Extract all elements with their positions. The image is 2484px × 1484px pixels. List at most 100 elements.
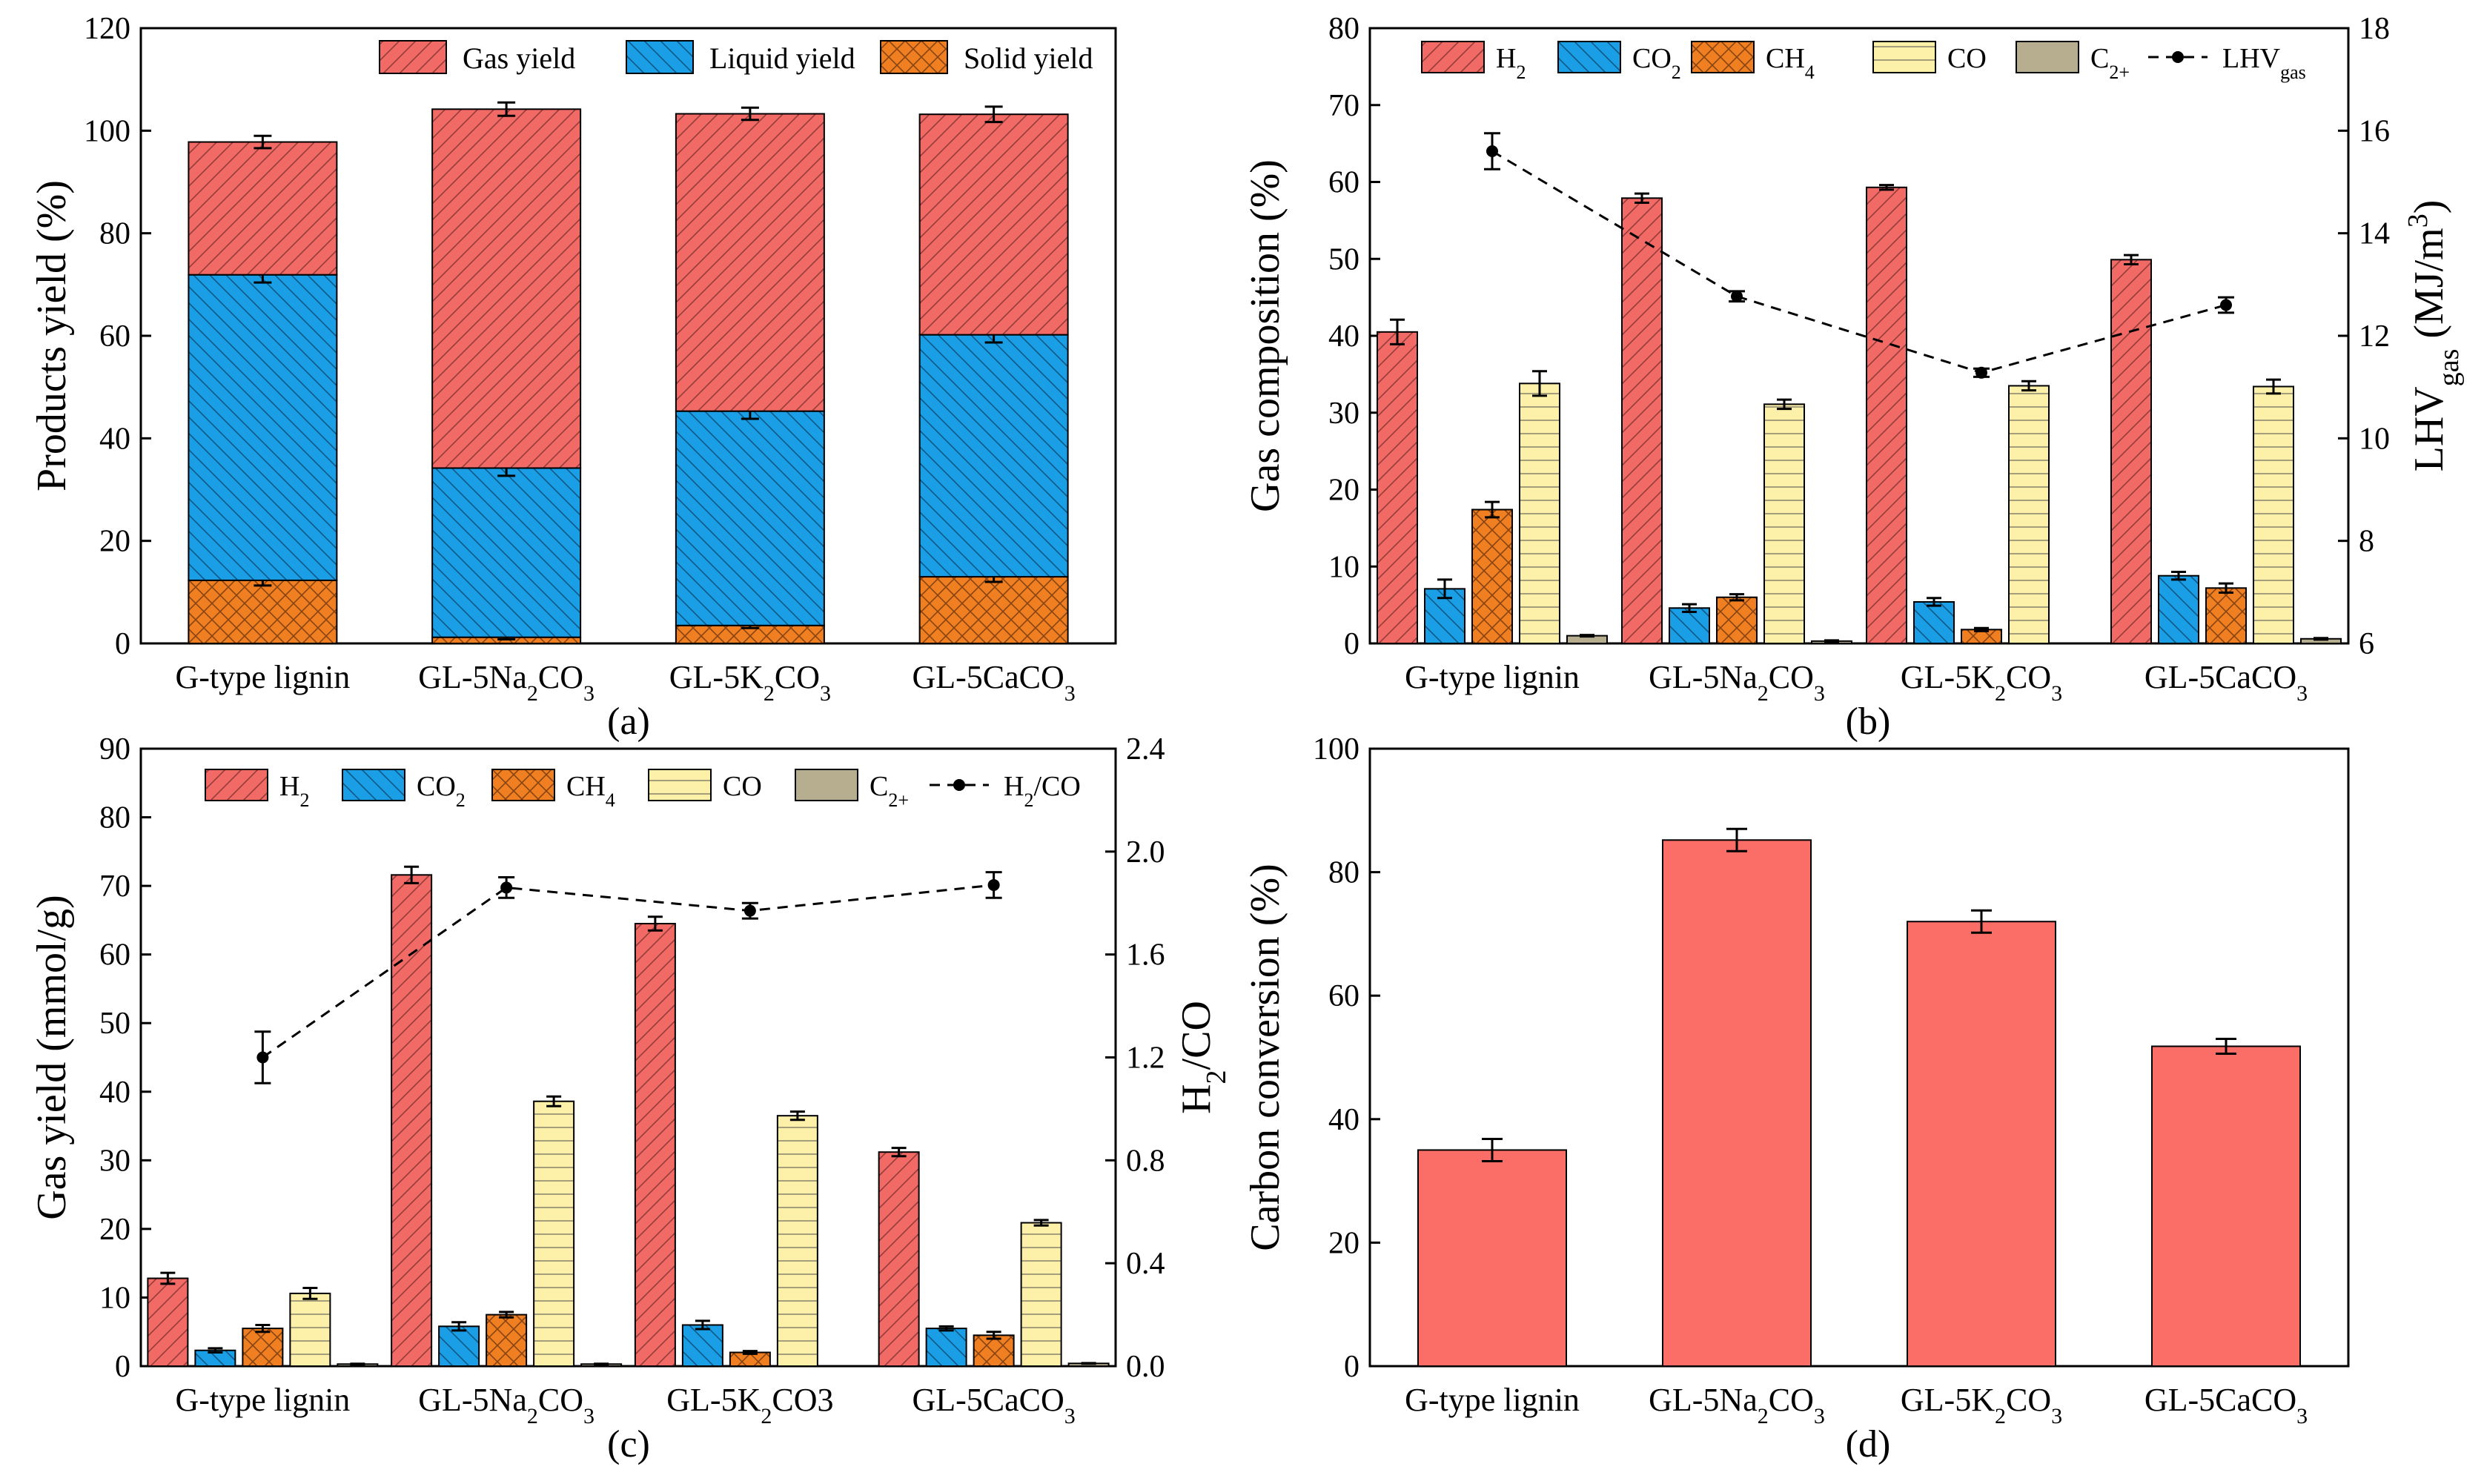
legend-label: CO	[1947, 43, 1987, 74]
legend-swatch-outline	[1557, 41, 1621, 73]
y-tick-label: 50	[99, 1007, 130, 1041]
x-tick-label: G-type lignin	[175, 1382, 350, 1418]
bar-liquid-yield-hatch	[432, 468, 581, 637]
y-axis-title: Gas composition (%)	[1242, 159, 1288, 512]
bar-co2-hatch	[682, 1325, 723, 1366]
y-tick-label: 60	[99, 938, 130, 973]
legend-label: Liquid yield	[709, 42, 855, 75]
legend-swatch-hatch	[649, 769, 711, 801]
legend-swatch	[2016, 42, 2079, 73]
line-point	[500, 881, 513, 894]
bar-c2+	[2301, 638, 2341, 643]
bar-co-hatch	[534, 1101, 574, 1366]
y2-tick-label: 6	[2359, 627, 2374, 661]
caption: (a)	[607, 700, 650, 743]
y-tick-label: 80	[99, 217, 130, 251]
y2-tick-label: 18	[2359, 12, 2390, 46]
legend-label: CO	[723, 771, 762, 802]
y-tick-label: 10	[99, 1281, 130, 1315]
x-tick-label: G-type lignin	[175, 659, 350, 695]
y-tick-label: 120	[84, 12, 130, 46]
bar-liquid-yield-hatch	[188, 274, 337, 580]
bar-carbon-conversion	[1418, 1150, 1566, 1366]
bar-co-hatch	[2253, 386, 2293, 643]
legend-swatch-outline	[205, 769, 268, 801]
bar-h2-hatch	[1622, 198, 1662, 644]
chart-d: 0 20 40 60 80 100 G-type lignin GL-5Na2CO3 GL-5K…	[1242, 732, 2350, 1465]
x-tick-label: GL-5K2CO3	[666, 1382, 833, 1428]
bar-ch4-hatch	[242, 1328, 283, 1366]
series-line	[262, 884, 994, 1059]
bar-co2-hatch	[926, 1328, 967, 1366]
legend-swatch-outline	[626, 40, 694, 74]
bar-co-hatch	[1764, 404, 1804, 643]
bar-carbon-conversion	[1907, 921, 2056, 1366]
bar-carbon-conversion	[1663, 840, 1811, 1366]
y2-tick-label: 1.2	[1126, 1041, 1165, 1076]
legend-swatch-hatch	[626, 41, 693, 73]
chart-a: 0 20 40 60 80 100 120 G-type lignin GL-5Na2CO3 GL…	[29, 12, 1117, 743]
bar-liquid-yield-hatch	[919, 334, 1068, 577]
legend-swatch-outline	[795, 769, 858, 801]
y2-tick-label: 8	[2359, 525, 2374, 559]
y-tick-label: 100	[84, 114, 130, 148]
x-tick-label: G-type lignin	[1405, 1382, 1580, 1418]
legend-label: CO2	[417, 771, 466, 811]
legend-swatch-outline	[491, 769, 555, 801]
line-point	[987, 878, 1000, 891]
bar-ch4-hatch	[1961, 629, 2001, 643]
x-tick-label: GL-5K2CO3	[669, 659, 831, 706]
legend-label: CH4	[566, 771, 615, 811]
chart-b: 0 10 20 30 40 50 60 70 80 G-type lignin GL-5Na2CO3…	[1242, 12, 2465, 743]
legend-swatch-outline	[648, 769, 712, 801]
legend-swatch-outline	[342, 769, 405, 801]
bar-h2-hatch	[635, 924, 675, 1366]
y-tick-label: 20	[99, 525, 130, 559]
legend-label: CH4	[1766, 43, 1815, 83]
legend-label: H2	[279, 771, 309, 811]
y-tick-label: 40	[1328, 1103, 1359, 1137]
plot-frame	[139, 747, 1117, 1368]
y-tick-label: 60	[1328, 166, 1359, 200]
bar-h2-hatch	[2111, 259, 2151, 644]
bar-co2-hatch	[2159, 575, 2199, 643]
y2-axis-title: H2/CO	[1173, 1001, 1232, 1114]
legend-label: H2	[1496, 43, 1526, 83]
x-tick-label: GL-5CaCO3	[2144, 1382, 2308, 1428]
legend-label: CO2	[1632, 43, 1681, 83]
legend-label: H2/CO	[1004, 771, 1081, 811]
y-tick-label: 50	[1328, 242, 1359, 276]
legend-swatch-outline	[2016, 41, 2079, 73]
x-tick-label: GL-5CaCO3	[912, 1382, 1075, 1428]
y-axis-title: Gas yield (mmol/g)	[29, 895, 75, 1220]
legend-label: Solid yield	[964, 42, 1093, 75]
legend-swatch-outline	[1691, 41, 1755, 73]
line-point	[256, 1051, 269, 1064]
y2-tick-label: 1.6	[1126, 938, 1165, 973]
bar-co-hatch	[1021, 1222, 1062, 1366]
bar-h2-hatch	[878, 1152, 919, 1366]
bar-ch4-hatch	[729, 1352, 770, 1366]
y-tick-label: 80	[1328, 12, 1359, 46]
plot-frame	[1368, 747, 2350, 1368]
bar-ch4-hatch	[973, 1335, 1014, 1366]
legend-swatch-outline	[1872, 41, 1936, 73]
y-tick-label: 60	[1328, 979, 1359, 1013]
bar-co2-hatch	[1669, 608, 1709, 643]
x-tick-label: GL-5K2CO3	[1901, 1382, 2062, 1428]
legend-label: C2+	[2090, 43, 2130, 83]
y2-tick-label: 0.4	[1126, 1247, 1165, 1281]
y-tick-label: 40	[1328, 319, 1359, 354]
bar-co-hatch	[777, 1116, 818, 1366]
y2-tick-label: 12	[2359, 319, 2390, 354]
y2-tick-label: 0.0	[1126, 1350, 1165, 1384]
legend-line-marker	[953, 779, 965, 791]
line-point	[2220, 299, 2232, 311]
legend-swatch-hatch	[380, 41, 446, 73]
bar-c2+	[1567, 635, 1607, 643]
y-tick-label: 60	[99, 319, 130, 354]
y-tick-label: 20	[1328, 474, 1359, 508]
bar-co-hatch	[290, 1293, 331, 1366]
legend-swatch-hatch	[1873, 42, 1935, 73]
y2-tick-label: 14	[2359, 217, 2390, 251]
